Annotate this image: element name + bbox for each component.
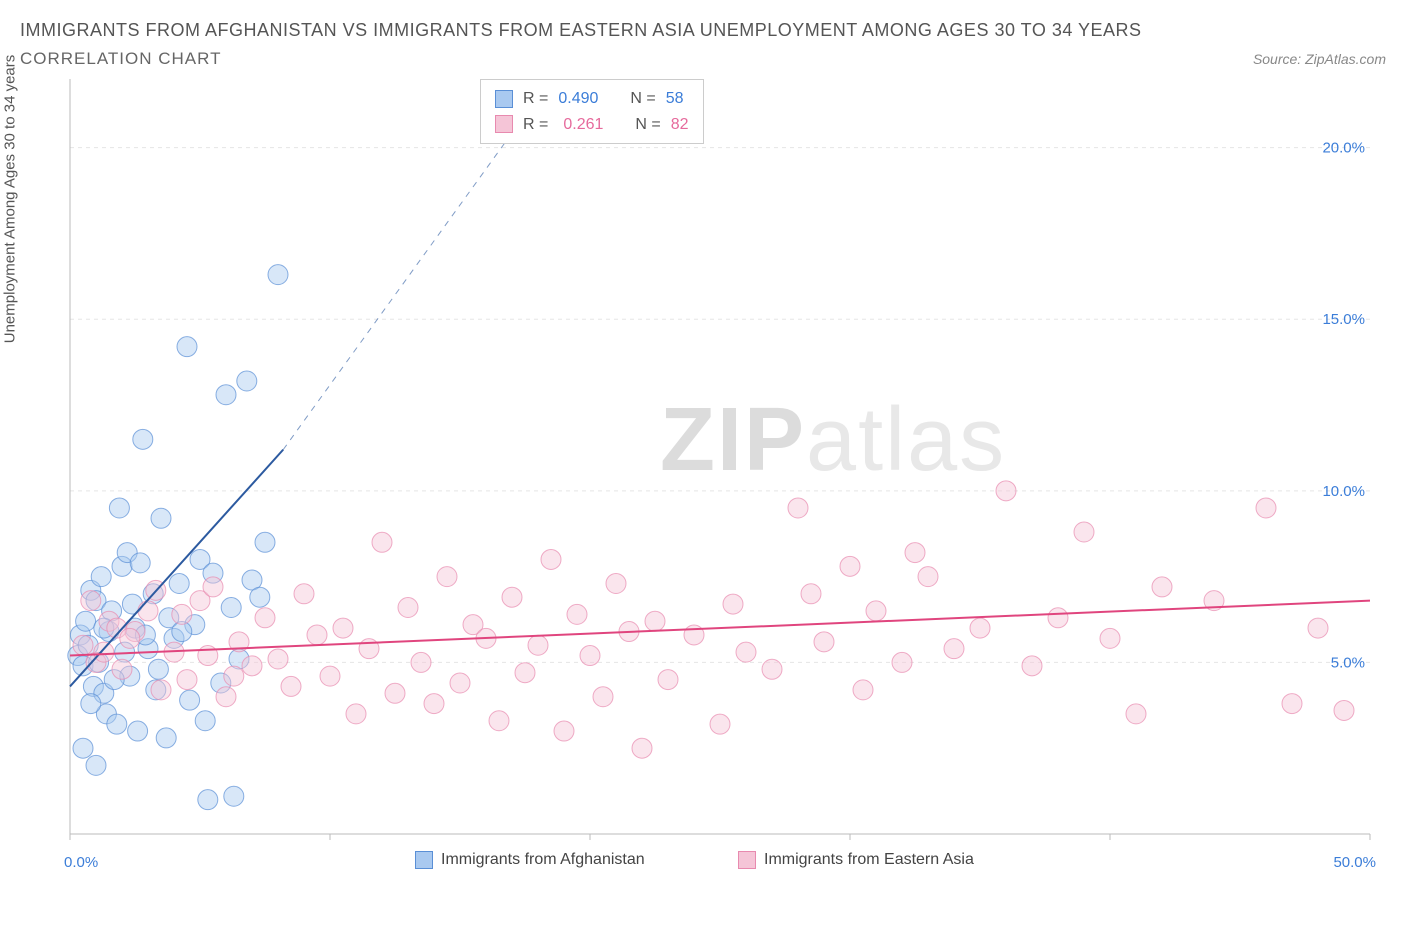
- swatch-afghanistan-bottom: [415, 851, 433, 869]
- stats-legend-box: R = 0.490 N = 58 R = 0.261 N = 82: [480, 79, 704, 144]
- r-label: R =: [523, 86, 548, 112]
- y-axis-label: Unemployment Among Ages 30 to 34 years: [2, 55, 19, 344]
- svg-text:20.0%: 20.0%: [1322, 140, 1365, 157]
- n-value-eastern-asia: 82: [671, 112, 689, 138]
- svg-text:5.0%: 5.0%: [1331, 654, 1365, 671]
- swatch-eastern-asia: [495, 115, 513, 133]
- bottom-legend-eastern-asia: Immigrants from Eastern Asia: [738, 851, 974, 869]
- scatter-plot-svg: 5.0% 10.0% 15.0% 20.0%: [20, 79, 1386, 869]
- r-value-eastern-asia: 0.261: [563, 112, 603, 138]
- subtitle-row: CORRELATION CHART Source: ZipAtlas.com: [20, 49, 1386, 69]
- x-tick-0: 0.0%: [64, 854, 98, 871]
- r-value-afghanistan: 0.490: [558, 86, 598, 112]
- source-label: Source: ZipAtlas.com: [1253, 51, 1386, 67]
- stats-row-eastern-asia: R = 0.261 N = 82: [495, 112, 689, 138]
- legend-label-afghanistan: Immigrants from Afghanistan: [441, 851, 645, 869]
- r-label-2: R =: [523, 112, 548, 138]
- n-value-afghanistan: 58: [666, 86, 684, 112]
- n-label-2: N =: [635, 112, 660, 138]
- chart-title: IMMIGRANTS FROM AFGHANISTAN VS IMMIGRANT…: [20, 20, 1386, 41]
- chart-container: IMMIGRANTS FROM AFGHANISTAN VS IMMIGRANT…: [20, 20, 1386, 910]
- svg-text:15.0%: 15.0%: [1322, 311, 1365, 328]
- legend-label-eastern-asia: Immigrants from Eastern Asia: [764, 851, 974, 869]
- chart-area: Unemployment Among Ages 30 to 34 years Z…: [20, 79, 1386, 869]
- swatch-eastern-asia-bottom: [738, 851, 756, 869]
- stats-row-afghanistan: R = 0.490 N = 58: [495, 86, 689, 112]
- chart-subtitle: CORRELATION CHART: [20, 49, 222, 69]
- n-label: N =: [630, 86, 655, 112]
- bottom-legend-afghanistan: Immigrants from Afghanistan: [415, 851, 645, 869]
- x-tick-50: 50.0%: [1333, 854, 1376, 871]
- svg-text:10.0%: 10.0%: [1322, 483, 1365, 500]
- swatch-afghanistan: [495, 90, 513, 108]
